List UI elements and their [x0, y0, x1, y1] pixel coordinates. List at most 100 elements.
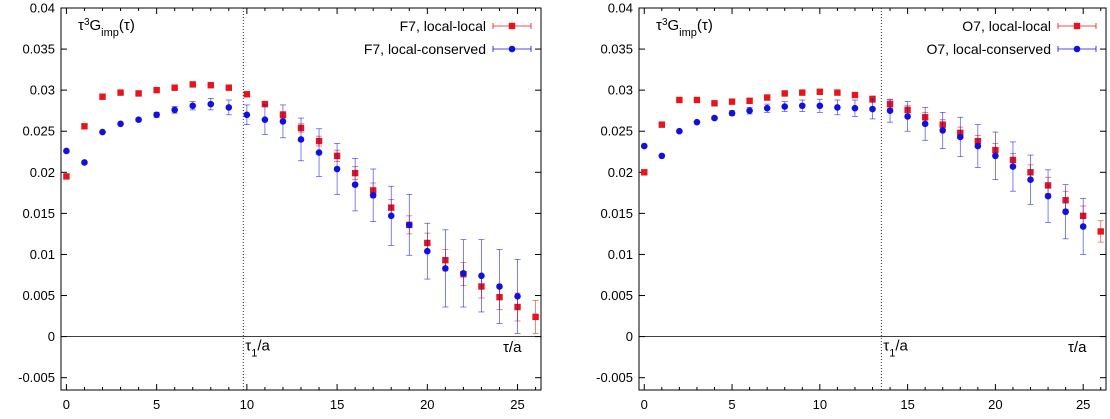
- right-panel: -0.005 0 0.005 0.01 0.015 0.02 0.025 0.03 0.035 0…: [596, 1, 1107, 412]
- x-axis-label: τ/a: [1068, 339, 1087, 356]
- data-point-square: [261, 100, 269, 108]
- left-panel: -0.005 0 0.005 0.01 0.015 0.02 0.025 0.03 0.035 0…: [18, 1, 542, 412]
- y-tick-label: 0.005: [600, 288, 633, 303]
- data-point-circle: [333, 165, 341, 173]
- data-point-square: [728, 98, 736, 105]
- data-point-circle: [1079, 223, 1087, 230]
- data-point-circle: [261, 116, 269, 124]
- x-tick-label: 15: [330, 397, 344, 412]
- data-point-circle: [460, 270, 467, 277]
- y-tick-label: 0.02: [608, 165, 633, 180]
- x-axis-label: τ/a: [503, 339, 522, 356]
- plot-frame: [638, 7, 1107, 391]
- data-point-circle: [171, 106, 178, 114]
- y-tick-label: 0: [48, 329, 55, 344]
- y-label-sub: imp: [101, 27, 119, 39]
- data-point-square: [207, 82, 214, 89]
- y-tick-label: 0.04: [30, 1, 55, 16]
- data-point-circle: [939, 127, 947, 134]
- series-local-conserved: [63, 98, 521, 334]
- y-tick-label: -0.005: [18, 370, 55, 385]
- data-point-square: [135, 90, 142, 97]
- data-point-square: [81, 123, 88, 130]
- y-axis-label: τ3Gimp(τ): [656, 17, 713, 40]
- data-point-circle: [834, 104, 841, 111]
- data-point-square: [99, 93, 106, 100]
- data-point-circle: [711, 114, 718, 122]
- data-point-circle: [1027, 176, 1034, 183]
- data-point-circle: [851, 104, 859, 112]
- data-point-circle: [904, 113, 911, 120]
- y-tick-label: 0.035: [600, 42, 633, 57]
- data-point-square: [63, 173, 70, 180]
- data-point-circle: [405, 221, 413, 229]
- data-point-square: [225, 84, 233, 91]
- x-tick-label: 5: [153, 397, 160, 412]
- data-point-square: [189, 81, 196, 88]
- legend-marker-square: [508, 22, 516, 30]
- data-point-square: [1097, 228, 1104, 235]
- x-tick-label: 0: [641, 397, 648, 412]
- tau1-label-tail: /a: [257, 338, 270, 355]
- data-point-circle: [424, 247, 431, 255]
- legend-label: F7, local-conserved: [364, 41, 486, 57]
- data-point-circle: [514, 293, 521, 300]
- tau1-label-base: τ: [245, 338, 251, 355]
- data-point-square: [834, 89, 841, 96]
- data-point-circle: [746, 107, 753, 114]
- x-tick-label: 20: [420, 397, 434, 412]
- series-local-conserved: [640, 98, 1087, 255]
- x-tick-label: 20: [988, 397, 1002, 412]
- y-label-mid: G: [90, 17, 102, 34]
- y-label-base: τ: [78, 17, 84, 34]
- data-point-square: [117, 89, 124, 96]
- legend-marker-circle: [508, 45, 516, 53]
- data-point-circle: [869, 105, 876, 113]
- y-tick-label: 0.015: [22, 206, 55, 221]
- y-tick-label: 0.04: [608, 1, 633, 16]
- data-point-circle: [153, 111, 160, 119]
- data-point-circle: [992, 152, 999, 160]
- y-label-sub: imp: [679, 27, 697, 39]
- y-tick-label: 0.03: [608, 83, 633, 98]
- legend-marker-circle: [1073, 45, 1081, 53]
- legend-label: F7, local-local: [400, 18, 486, 34]
- data-point-circle: [1062, 208, 1069, 216]
- data-point-circle: [496, 283, 503, 290]
- data-point-square: [153, 86, 160, 94]
- y-tick-label: 0.005: [22, 288, 55, 303]
- data-point-circle: [225, 104, 233, 111]
- data-point-circle: [1009, 163, 1017, 170]
- y-label-sup: 3: [662, 17, 668, 28]
- y-tick-label: 0.02: [30, 165, 55, 180]
- data-point-circle: [369, 192, 377, 199]
- y-tick-label: 0.01: [30, 247, 55, 262]
- data-point-circle: [81, 159, 88, 166]
- data-point-square: [658, 121, 666, 128]
- x-tick-label: 10: [240, 397, 254, 412]
- y-tick-label: 0.03: [30, 83, 55, 98]
- tau1-label-base: τ: [883, 338, 889, 355]
- data-point-circle: [442, 265, 449, 272]
- data-point-circle: [728, 109, 736, 117]
- data-point-square: [171, 84, 178, 91]
- y-label-tail: (τ): [697, 17, 713, 34]
- y-tick-label: 0.015: [600, 206, 633, 221]
- x-tick-label: 25: [510, 397, 524, 412]
- data-point-circle: [315, 149, 323, 156]
- data-point-square: [532, 313, 539, 321]
- data-point-circle: [798, 102, 806, 110]
- data-point-square: [799, 89, 806, 96]
- data-point-circle: [763, 104, 771, 112]
- data-point-square: [851, 91, 859, 99]
- data-point-square: [676, 96, 683, 104]
- data-point-square: [711, 100, 718, 107]
- legend-marker-square: [1073, 22, 1081, 30]
- data-point-square: [781, 90, 788, 97]
- x-tick-label: 15: [900, 397, 914, 412]
- data-point-circle: [279, 118, 287, 125]
- tau1-label: τ1/a: [883, 338, 908, 360]
- legend-label: O7, local-local: [962, 18, 1051, 34]
- data-point-square: [746, 97, 753, 105]
